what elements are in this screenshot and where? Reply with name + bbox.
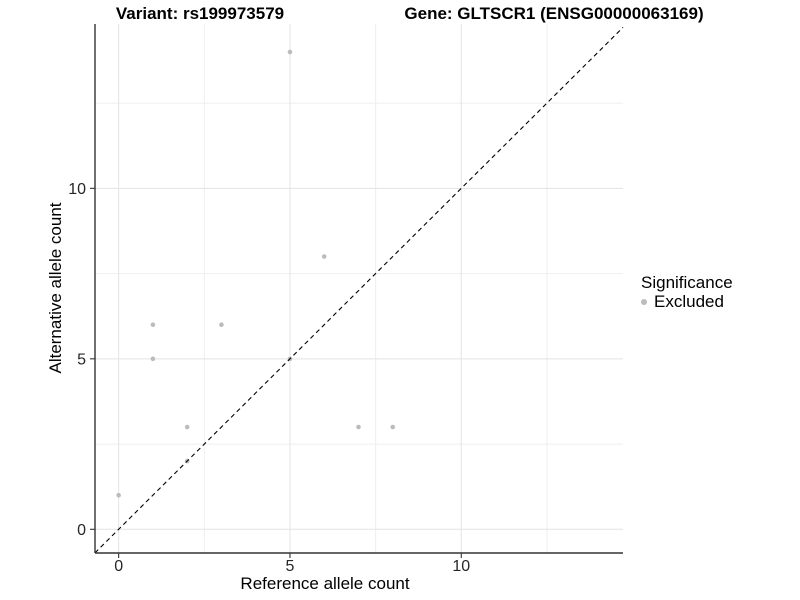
data-point (150, 322, 156, 328)
x-tick-label: 10 (452, 558, 470, 575)
data-point (390, 424, 396, 430)
data-point (287, 49, 293, 55)
y-tick-label: 0 (77, 522, 86, 539)
legend: Significance Excluded (641, 273, 733, 310)
data-point (116, 492, 121, 498)
y-tick-label: 10 (68, 181, 86, 198)
identity-dashed-line (94, 27, 624, 554)
x-tick-label: 0 (114, 558, 123, 575)
gene-title: Gene: GLTSCR1 (ENSG00000063169) (404, 4, 704, 23)
legend-item-excluded: Excluded (641, 293, 733, 310)
variant-title: Variant: rs199973579 (115, 4, 285, 23)
data-point (356, 424, 361, 430)
data-point (219, 322, 224, 328)
excluded-point-icon (641, 298, 647, 305)
data-point (321, 254, 327, 259)
x-axis-title: Reference allele count (240, 574, 410, 593)
legend-title: Significance (641, 273, 733, 292)
x-tick-label: 5 (286, 558, 295, 575)
y-axis-title: Alternative allele count (46, 202, 65, 374)
data-point (184, 424, 190, 430)
data-point (150, 356, 156, 362)
legend-item-label: Excluded (654, 292, 724, 311)
y-tick-label: 5 (77, 351, 86, 368)
